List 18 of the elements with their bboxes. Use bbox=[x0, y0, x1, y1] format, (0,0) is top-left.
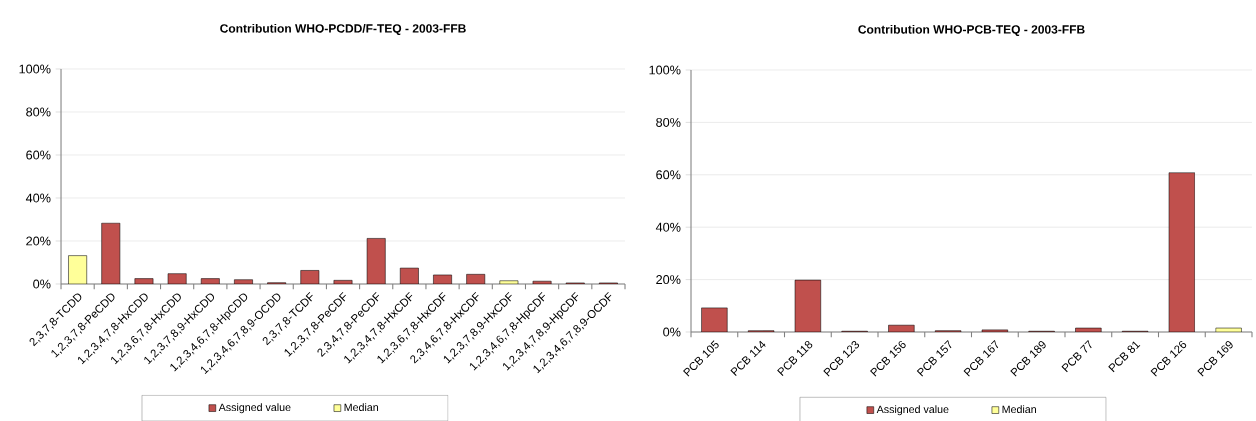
y-tick-label: 60% bbox=[656, 170, 681, 180]
legend-label: Median bbox=[344, 403, 379, 412]
y-tick-label: 40% bbox=[655, 222, 681, 232]
y-tick-label: 0% bbox=[33, 279, 51, 289]
legend-label: Assigned value bbox=[876, 405, 949, 416]
y-tick-label: 80% bbox=[656, 117, 681, 127]
y-tick-label: 100% bbox=[19, 64, 51, 74]
chart-title: Contribution WHO-PCB-TEQ - 2003-FFB bbox=[858, 24, 1085, 36]
y-tick-label: 40% bbox=[25, 193, 51, 203]
y-tick-label: 20% bbox=[656, 275, 681, 285]
legend-label: Assigned value bbox=[218, 403, 291, 414]
y-tick-label: 80% bbox=[26, 107, 51, 117]
y-tick-label: 20% bbox=[26, 236, 51, 246]
y-tick-label: 60% bbox=[26, 150, 51, 160]
chart-title: Contribution WHO-PCDD/F-TEQ - 2003-FFB bbox=[220, 23, 466, 35]
y-tick-label: 0% bbox=[663, 327, 681, 337]
y-tick-label: 100% bbox=[649, 65, 681, 75]
legend-label: Median bbox=[1002, 405, 1036, 414]
